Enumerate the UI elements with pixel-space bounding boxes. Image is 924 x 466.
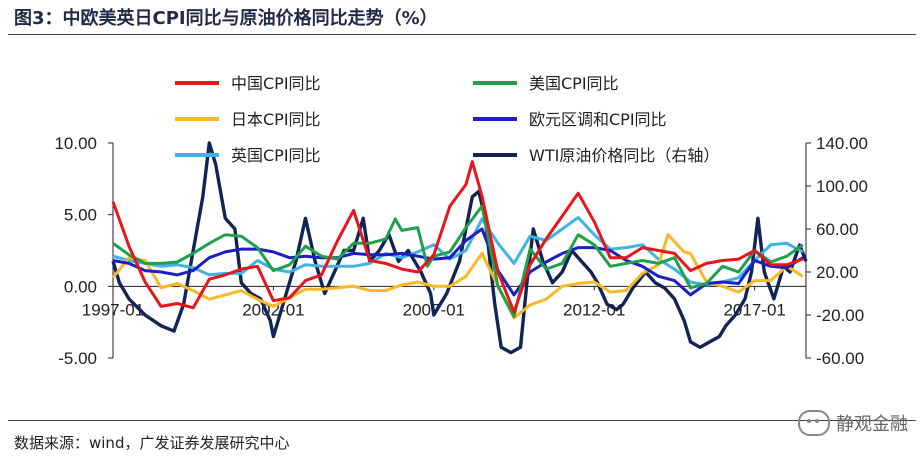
right-tick-label: 140.00 bbox=[816, 134, 868, 153]
left-tick-label: 10.00 bbox=[54, 134, 97, 153]
left-tick-label: -5.00 bbox=[58, 349, 97, 368]
source-note: 数据来源：wind，广发证券发展研究中心 bbox=[14, 434, 290, 452]
legend-label: 美国CPI同比 bbox=[529, 74, 619, 93]
footer-rule bbox=[8, 420, 916, 421]
wechat-icon bbox=[798, 410, 830, 436]
series-line-1 bbox=[112, 204, 804, 318]
left-tick-label: 0.00 bbox=[64, 277, 97, 296]
series-line-2 bbox=[111, 233, 804, 320]
x-tick-label: 2002-01 bbox=[242, 300, 304, 319]
x-tick-label: 2017-01 bbox=[723, 300, 785, 319]
watermark-text: 静观金融 bbox=[836, 414, 908, 435]
left-tick-label: 5.00 bbox=[64, 206, 97, 225]
legend-label: 中国CPI同比 bbox=[231, 74, 321, 93]
legend-label: 日本CPI同比 bbox=[231, 110, 321, 129]
legend-label: 英国CPI同比 bbox=[231, 146, 321, 165]
axes: 10.00 5.00 0.00 -5.00 140.00 100.00 60.00 20.00… bbox=[54, 134, 868, 368]
title-rule bbox=[8, 34, 916, 35]
chart-title: 图3：中欧美英日CPI同比与原油价格同比走势（%） bbox=[14, 8, 438, 29]
right-tick-label: 100.00 bbox=[816, 177, 868, 196]
right-tick-label: 60.00 bbox=[816, 220, 859, 239]
watermark: 静观金融 bbox=[798, 410, 908, 436]
right-tick-label: -20.00 bbox=[816, 306, 864, 325]
series-lines bbox=[111, 141, 808, 355]
right-tick-label: -60.00 bbox=[816, 349, 864, 368]
legend-label: 欧元区调和CPI同比 bbox=[529, 110, 667, 129]
series-line-0 bbox=[111, 160, 804, 314]
legend-label: WTI原油价格同比（右轴） bbox=[529, 146, 719, 165]
series-line-3 bbox=[112, 227, 804, 297]
right-tick-label: 20.00 bbox=[816, 263, 859, 282]
x-tick-label: 1997-01 bbox=[82, 300, 144, 319]
